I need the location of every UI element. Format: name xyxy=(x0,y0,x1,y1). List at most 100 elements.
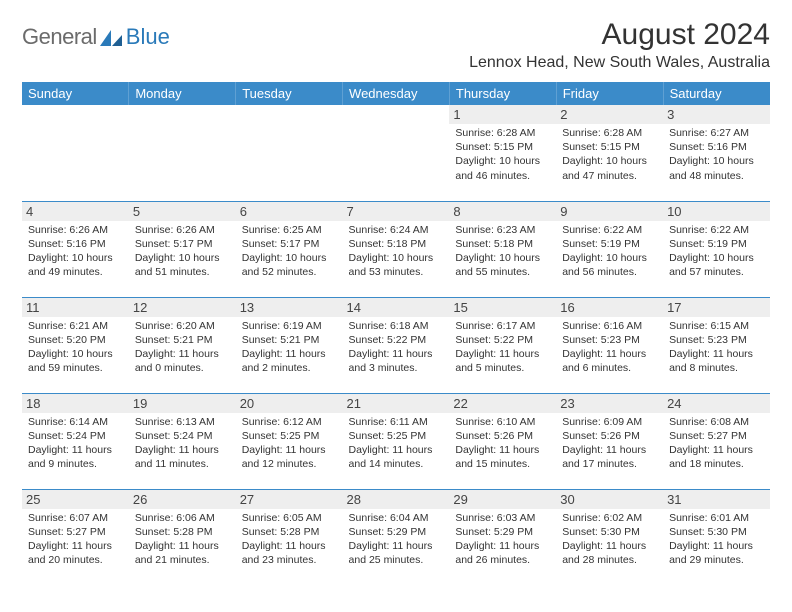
day-detail: Sunrise: 6:22 AMSunset: 5:19 PMDaylight:… xyxy=(560,223,659,280)
logo: General Blue xyxy=(22,24,170,50)
day-detail: Sunrise: 6:24 AMSunset: 5:18 PMDaylight:… xyxy=(347,223,446,280)
title-block: August 2024 Lennox Head, New South Wales… xyxy=(469,18,770,76)
day-number: 6 xyxy=(236,202,343,221)
daylight-text: Daylight: 11 hours and 11 minutes. xyxy=(135,443,230,471)
day-detail: Sunrise: 6:13 AMSunset: 5:24 PMDaylight:… xyxy=(133,415,232,472)
sunset-text: Sunset: 5:18 PM xyxy=(349,237,444,251)
day-number: 24 xyxy=(663,394,770,413)
calendar-cell xyxy=(236,105,343,201)
sunset-text: Sunset: 5:26 PM xyxy=(562,429,657,443)
day-detail: Sunrise: 6:16 AMSunset: 5:23 PMDaylight:… xyxy=(560,319,659,376)
calendar-cell: 4Sunrise: 6:26 AMSunset: 5:16 PMDaylight… xyxy=(22,201,129,297)
sunset-text: Sunset: 5:26 PM xyxy=(455,429,550,443)
sunrise-text: Sunrise: 6:04 AM xyxy=(349,511,444,525)
sunrise-text: Sunrise: 6:10 AM xyxy=(455,415,550,429)
calendar-cell: 14Sunrise: 6:18 AMSunset: 5:22 PMDayligh… xyxy=(343,297,450,393)
logo-text-gray: General xyxy=(22,24,97,50)
daylight-text: Daylight: 10 hours and 57 minutes. xyxy=(669,251,764,279)
calendar-cell: 22Sunrise: 6:10 AMSunset: 5:26 PMDayligh… xyxy=(449,393,556,489)
day-number: 21 xyxy=(343,394,450,413)
calendar-cell: 10Sunrise: 6:22 AMSunset: 5:19 PMDayligh… xyxy=(663,201,770,297)
calendar-cell: 23Sunrise: 6:09 AMSunset: 5:26 PMDayligh… xyxy=(556,393,663,489)
daylight-text: Daylight: 11 hours and 5 minutes. xyxy=(455,347,550,375)
day-number: 1 xyxy=(449,105,556,124)
sunrise-text: Sunrise: 6:08 AM xyxy=(669,415,764,429)
day-detail: Sunrise: 6:28 AMSunset: 5:15 PMDaylight:… xyxy=(560,126,659,183)
sunset-text: Sunset: 5:23 PM xyxy=(669,333,764,347)
sunset-text: Sunset: 5:27 PM xyxy=(669,429,764,443)
day-number: 29 xyxy=(449,490,556,509)
day-number: 26 xyxy=(129,490,236,509)
daylight-text: Daylight: 11 hours and 12 minutes. xyxy=(242,443,337,471)
calendar-cell xyxy=(22,105,129,201)
day-detail: Sunrise: 6:20 AMSunset: 5:21 PMDaylight:… xyxy=(133,319,232,376)
day-detail: Sunrise: 6:15 AMSunset: 5:23 PMDaylight:… xyxy=(667,319,766,376)
daylight-text: Daylight: 11 hours and 17 minutes. xyxy=(562,443,657,471)
day-number: 19 xyxy=(129,394,236,413)
calendar-cell: 18Sunrise: 6:14 AMSunset: 5:24 PMDayligh… xyxy=(22,393,129,489)
sunrise-text: Sunrise: 6:11 AM xyxy=(349,415,444,429)
sunset-text: Sunset: 5:18 PM xyxy=(455,237,550,251)
calendar-week-row: 18Sunrise: 6:14 AMSunset: 5:24 PMDayligh… xyxy=(22,393,770,489)
sunset-text: Sunset: 5:29 PM xyxy=(455,525,550,539)
page-header: General Blue August 2024 Lennox Head, Ne… xyxy=(22,18,770,76)
location-text: Lennox Head, New South Wales, Australia xyxy=(469,54,770,72)
calendar-cell: 11Sunrise: 6:21 AMSunset: 5:20 PMDayligh… xyxy=(22,297,129,393)
sunrise-text: Sunrise: 6:15 AM xyxy=(669,319,764,333)
day-number: 11 xyxy=(22,298,129,317)
day-number: 22 xyxy=(449,394,556,413)
day-number: 14 xyxy=(343,298,450,317)
day-detail: Sunrise: 6:11 AMSunset: 5:25 PMDaylight:… xyxy=(347,415,446,472)
sunset-text: Sunset: 5:25 PM xyxy=(349,429,444,443)
daylight-text: Daylight: 11 hours and 8 minutes. xyxy=(669,347,764,375)
calendar-cell: 9 Sunrise: 6:22 AMSunset: 5:19 PMDaylight… xyxy=(556,201,663,297)
sunrise-text: Sunrise: 6:14 AM xyxy=(28,415,123,429)
sunrise-text: Sunrise: 6:22 AM xyxy=(669,223,764,237)
calendar-cell: 8Sunrise: 6:23 AMSunset: 5:18 PMDaylight… xyxy=(449,201,556,297)
day-number: 27 xyxy=(236,490,343,509)
weekday-header: Tuesday xyxy=(236,82,343,105)
sunrise-text: Sunrise: 6:01 AM xyxy=(669,511,764,525)
daylight-text: Daylight: 11 hours and 20 minutes. xyxy=(28,539,123,567)
calendar-cell: 1 Sunrise: 6:28 AMSunset: 5:15 PMDaylight… xyxy=(449,105,556,201)
daylight-text: Daylight: 10 hours and 49 minutes. xyxy=(28,251,123,279)
sunset-text: Sunset: 5:16 PM xyxy=(28,237,123,251)
day-detail: Sunrise: 6:01 AMSunset: 5:30 PMDaylight:… xyxy=(667,511,766,568)
daylight-text: Daylight: 11 hours and 28 minutes. xyxy=(562,539,657,567)
sunrise-text: Sunrise: 6:18 AM xyxy=(349,319,444,333)
daylight-text: Daylight: 10 hours and 56 minutes. xyxy=(562,251,657,279)
sunrise-text: Sunrise: 6:23 AM xyxy=(455,223,550,237)
day-number: 9 xyxy=(556,202,663,221)
calendar-cell: 21 Sunrise: 6:11 AMSunset: 5:25 PMDayligh… xyxy=(343,393,450,489)
sunset-text: Sunset: 5:19 PM xyxy=(562,237,657,251)
sunset-text: Sunset: 5:15 PM xyxy=(455,140,550,154)
day-number: 23 xyxy=(556,394,663,413)
daylight-text: Daylight: 11 hours and 9 minutes. xyxy=(28,443,123,471)
calendar-week-row: 11Sunrise: 6:21 AMSunset: 5:20 PMDayligh… xyxy=(22,297,770,393)
sunset-text: Sunset: 5:22 PM xyxy=(349,333,444,347)
sunrise-text: Sunrise: 6:02 AM xyxy=(562,511,657,525)
day-number: 7 xyxy=(343,202,450,221)
daylight-text: Daylight: 11 hours and 23 minutes. xyxy=(242,539,337,567)
calendar-body: 1Sunrise: 6:28 AMSunset: 5:15 PMDaylight… xyxy=(22,105,770,585)
sunrise-text: Sunrise: 6:26 AM xyxy=(28,223,123,237)
sunrise-text: Sunrise: 6:06 AM xyxy=(135,511,230,525)
day-number: 8 xyxy=(449,202,556,221)
day-number: 31 xyxy=(663,490,770,509)
day-detail: Sunrise: 6:07 AMSunset: 5:27 PMDaylight:… xyxy=(26,511,125,568)
sunrise-text: Sunrise: 6:03 AM xyxy=(455,511,550,525)
sunrise-text: Sunrise: 6:05 AM xyxy=(242,511,337,525)
calendar-cell: 6Sunrise: 6:25 AMSunset: 5:17 PMDaylight… xyxy=(236,201,343,297)
day-detail: Sunrise: 6:28 AMSunset: 5:15 PMDaylight:… xyxy=(453,126,552,183)
calendar-cell: 30Sunrise: 6:02 AMSunset: 5:30 PMDayligh… xyxy=(556,489,663,585)
calendar-cell: 16Sunrise: 6:16 AMSunset: 5:23 PMDayligh… xyxy=(556,297,663,393)
daylight-text: Daylight: 11 hours and 25 minutes. xyxy=(349,539,444,567)
calendar-cell: 31 Sunrise: 6:01 AMSunset: 5:30 PMDayligh… xyxy=(663,489,770,585)
calendar-cell: 2Sunrise: 6:28 AMSunset: 5:15 PMDaylight… xyxy=(556,105,663,201)
calendar-cell: 20Sunrise: 6:12 AMSunset: 5:25 PMDayligh… xyxy=(236,393,343,489)
day-detail: Sunrise: 6:14 AMSunset: 5:24 PMDaylight:… xyxy=(26,415,125,472)
day-detail: Sunrise: 6:05 AMSunset: 5:28 PMDaylight:… xyxy=(240,511,339,568)
day-detail: Sunrise: 6:02 AMSunset: 5:30 PMDaylight:… xyxy=(560,511,659,568)
calendar-cell: 7 Sunrise: 6:24 AMSunset: 5:18 PMDaylight… xyxy=(343,201,450,297)
day-detail: Sunrise: 6:12 AMSunset: 5:25 PMDaylight:… xyxy=(240,415,339,472)
